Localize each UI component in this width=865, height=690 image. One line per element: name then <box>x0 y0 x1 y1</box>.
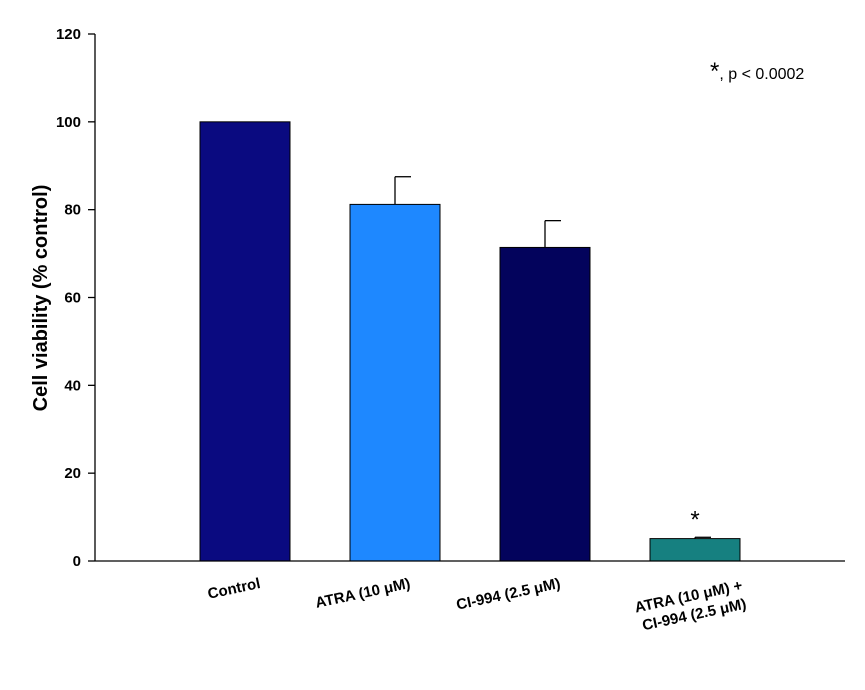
bar <box>199 121 291 562</box>
significance-legend-star: * <box>710 58 719 85</box>
y-tick-label: 40 <box>64 377 81 394</box>
significance-layer: * <box>690 506 699 533</box>
x-category-label: ATRA (10 μM) <box>314 575 412 612</box>
x-category-label: ATRA (10 μM) +CI-994 (2.5 μM) <box>633 577 748 635</box>
x-category-label: CI-994 (2.5 μM) <box>455 575 562 614</box>
error-bars-layer <box>394 176 711 539</box>
x-category-label-line: Control <box>206 575 262 603</box>
y-tick-label: 0 <box>73 553 81 570</box>
bars-layer <box>199 121 741 562</box>
y-tick-label: 80 <box>64 202 81 219</box>
y-tick-label: 20 <box>64 465 81 482</box>
y-axis-title: Cell viability (% control) <box>30 185 52 412</box>
bar <box>649 538 741 562</box>
bar <box>499 246 591 562</box>
bar <box>349 203 441 562</box>
x-category-label-line: CI-994 (2.5 μM) <box>455 575 562 614</box>
significance-legend-text: , p < 0.0002 <box>719 66 804 83</box>
x-labels-layer: Control ATRA (10 μM) CI-994 (2.5 μM) ATRA (… <box>206 575 748 635</box>
x-category-label: Control <box>206 575 262 603</box>
y-tick-label: 120 <box>56 26 81 43</box>
significance-marker: * <box>690 506 699 533</box>
y-ticks-layer: 0 20 40 60 80 100 120 <box>56 26 95 570</box>
y-tick-label: 100 <box>56 114 81 131</box>
significance-legend: *, p < 0.0002 <box>710 58 804 85</box>
y-tick-label: 60 <box>64 290 81 307</box>
x-category-label-line: ATRA (10 μM) <box>314 575 412 612</box>
